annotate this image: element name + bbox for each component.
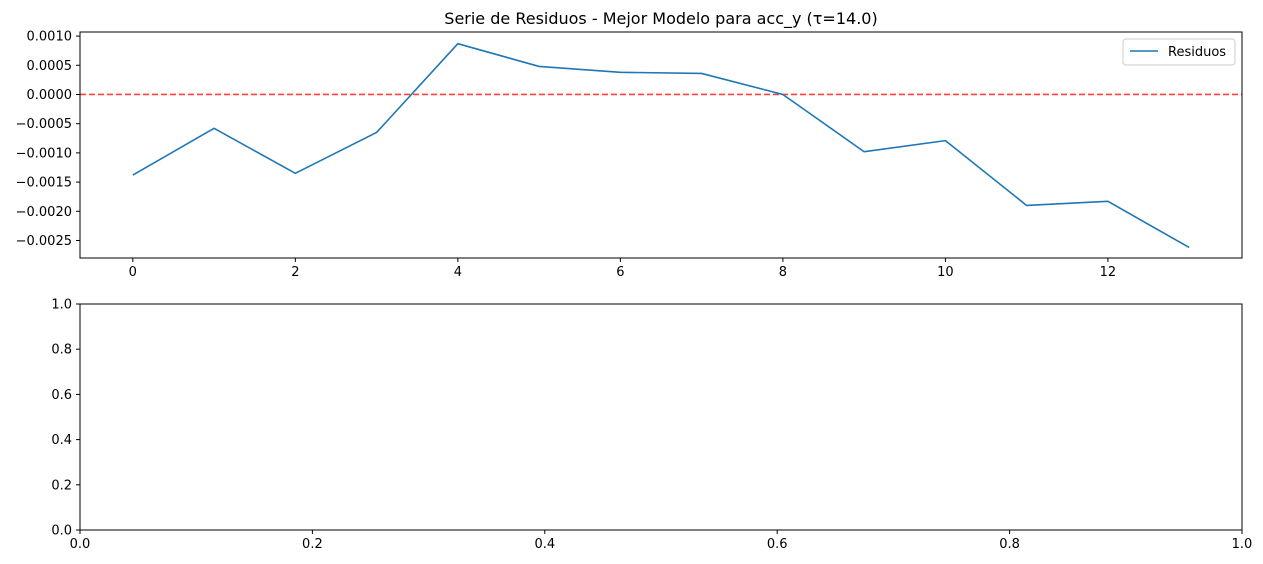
legend-box <box>1122 38 1236 66</box>
x-tick-label: 2 <box>291 265 299 280</box>
x-tick-label: 8 <box>779 265 787 280</box>
x-tick-label: 10 <box>937 265 954 280</box>
y-tick-label: 0.4 <box>51 433 72 448</box>
plot-frame-2 <box>79 303 1243 531</box>
x-tick-label: 0.2 <box>302 537 323 552</box>
y-tick-label: 0.0010 <box>27 30 73 45</box>
y-tick-label: 1.0 <box>51 298 72 313</box>
x-tick-label: 12 <box>1100 265 1117 280</box>
x-tick-label: 0.6 <box>767 537 788 552</box>
y-tick-label: −0.0020 <box>16 205 72 220</box>
x-tick-label: 0.0 <box>70 537 91 552</box>
legend-label-residuos: Residuos <box>1168 45 1226 60</box>
plot-frame <box>79 31 1243 259</box>
x-tick-label: 6 <box>616 265 624 280</box>
x-axis-ticks-2: 0.0 0.2 0.4 0.6 0.8 1.0 <box>70 530 1253 552</box>
y-tick-label: −0.0025 <box>16 234 72 249</box>
y-tick-label: −0.0015 <box>16 176 72 191</box>
y-tick-label: −0.0010 <box>16 146 72 161</box>
y-tick-label: 0.0000 <box>27 88 73 103</box>
x-axis-ticks: 0 2 4 6 8 10 12 <box>129 258 1117 280</box>
legend: Residuos <box>1122 38 1236 66</box>
y-axis-ticks: 0.0010 0.0005 0.0000 −0.0005 −0.0010 −0.0015 −… <box>16 30 80 249</box>
x-tick-label: 0 <box>129 265 137 280</box>
empty-chart: 0.0 0.2 0.4 0.6 0.8 1.0 1.0 0.8 0.6 0.4 0.2 0.0 <box>51 298 1252 553</box>
x-tick-label: 4 <box>454 265 462 280</box>
y-axis-ticks-2: 1.0 0.8 0.6 0.4 0.2 0.0 <box>51 298 80 539</box>
y-tick-label: 0.8 <box>51 343 72 358</box>
series-line-residuos <box>132 42 1190 249</box>
residuals-chart: Serie de Residuos - Mejor Modelo para ac… <box>16 9 1243 280</box>
x-tick-label: 1.0 <box>1232 537 1253 552</box>
y-tick-label: 0.6 <box>51 388 72 403</box>
y-tick-label: 0.0 <box>51 524 72 539</box>
chart-title: Serie de Residuos - Mejor Modelo para ac… <box>444 9 877 29</box>
x-tick-label: 0.8 <box>999 537 1020 552</box>
series-group <box>132 42 1190 249</box>
y-tick-label: 0.0005 <box>27 59 73 74</box>
x-tick-label: 0.4 <box>534 537 555 552</box>
y-tick-label: 0.2 <box>51 478 72 493</box>
y-tick-label: −0.0005 <box>16 117 72 132</box>
